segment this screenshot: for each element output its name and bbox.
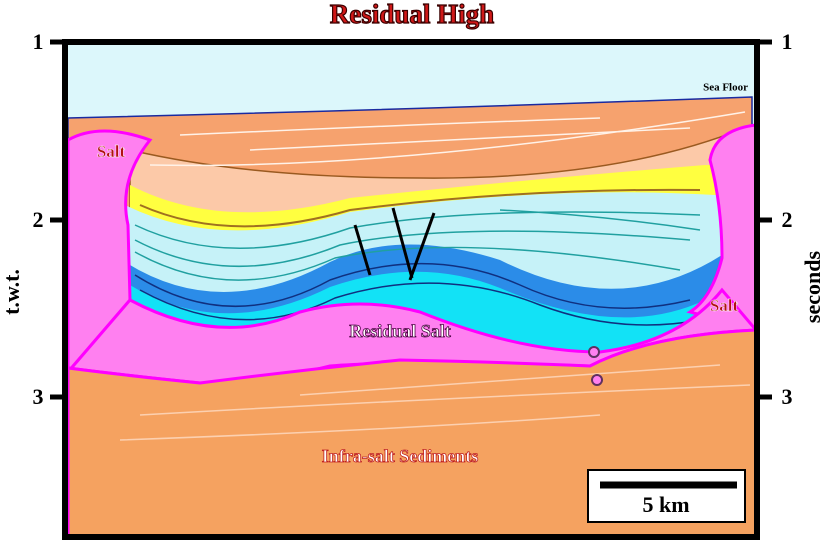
salt-label: Salt [97, 142, 126, 161]
sea-floor-label: Sea Floor [703, 82, 748, 94]
title: Residual High [330, 0, 494, 29]
right-tick: 1 [782, 29, 793, 54]
scale-bar: 5 km [587, 469, 746, 523]
right-tick: 3 [782, 384, 793, 409]
right-tick: 2 [782, 207, 793, 232]
section-layers [65, 42, 757, 537]
infra-salt-label: Infra-salt Sediments [322, 446, 479, 466]
left-tick: 2 [33, 207, 44, 232]
left-tick: 1 [33, 29, 44, 54]
right-axis-label: seconds [800, 251, 824, 324]
salt-label: Salt [710, 296, 739, 315]
tick-marks [50, 39, 772, 400]
residual-salt-label: Residual Salt [349, 321, 451, 341]
frame [62, 39, 760, 540]
scale-bar-label: 5 km [642, 492, 689, 517]
left-axis-label: t.w.t. [0, 269, 24, 315]
left-tick: 3 [33, 384, 44, 409]
